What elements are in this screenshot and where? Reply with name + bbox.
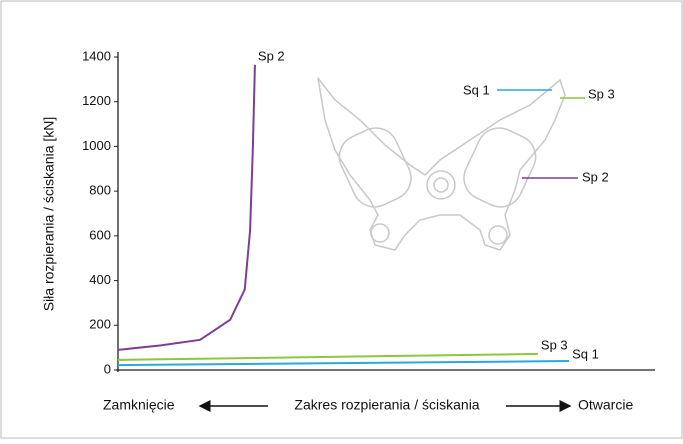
y-tick-label: 800 [89,183,111,198]
y-tick-label: 400 [89,272,111,287]
x-axis-label: Zakres rozpierania / ściskania [294,397,479,413]
series-end-label: Sp 3 [541,337,568,352]
y-tick-label: 0 [104,361,111,376]
chart: Siła rozpierania / ściskania [kN] Zamkni… [0,0,683,439]
y-axis-label: Siła rozpierania / ściskania [kN] [41,117,57,312]
callout-label: Sq 1 [463,82,490,97]
y-tick-label: 1000 [82,138,111,153]
x-label-start: Zamknięcie [103,397,175,413]
series-end-label: Sp 2 [258,48,285,63]
callout-label: Sp 2 [582,169,609,184]
series-end-label: Sq 1 [572,346,599,361]
tool-illustration [318,78,565,250]
line [118,354,538,360]
line [118,361,569,365]
x-label-end: Otwarcie [578,397,633,413]
callout-label: Sp 3 [588,86,615,101]
y-tick-label: 600 [89,227,111,242]
y-tick-label: 200 [89,317,111,332]
y-tick-label: 1200 [82,93,111,108]
y-tick-label: 1400 [82,48,111,63]
line [118,65,255,350]
